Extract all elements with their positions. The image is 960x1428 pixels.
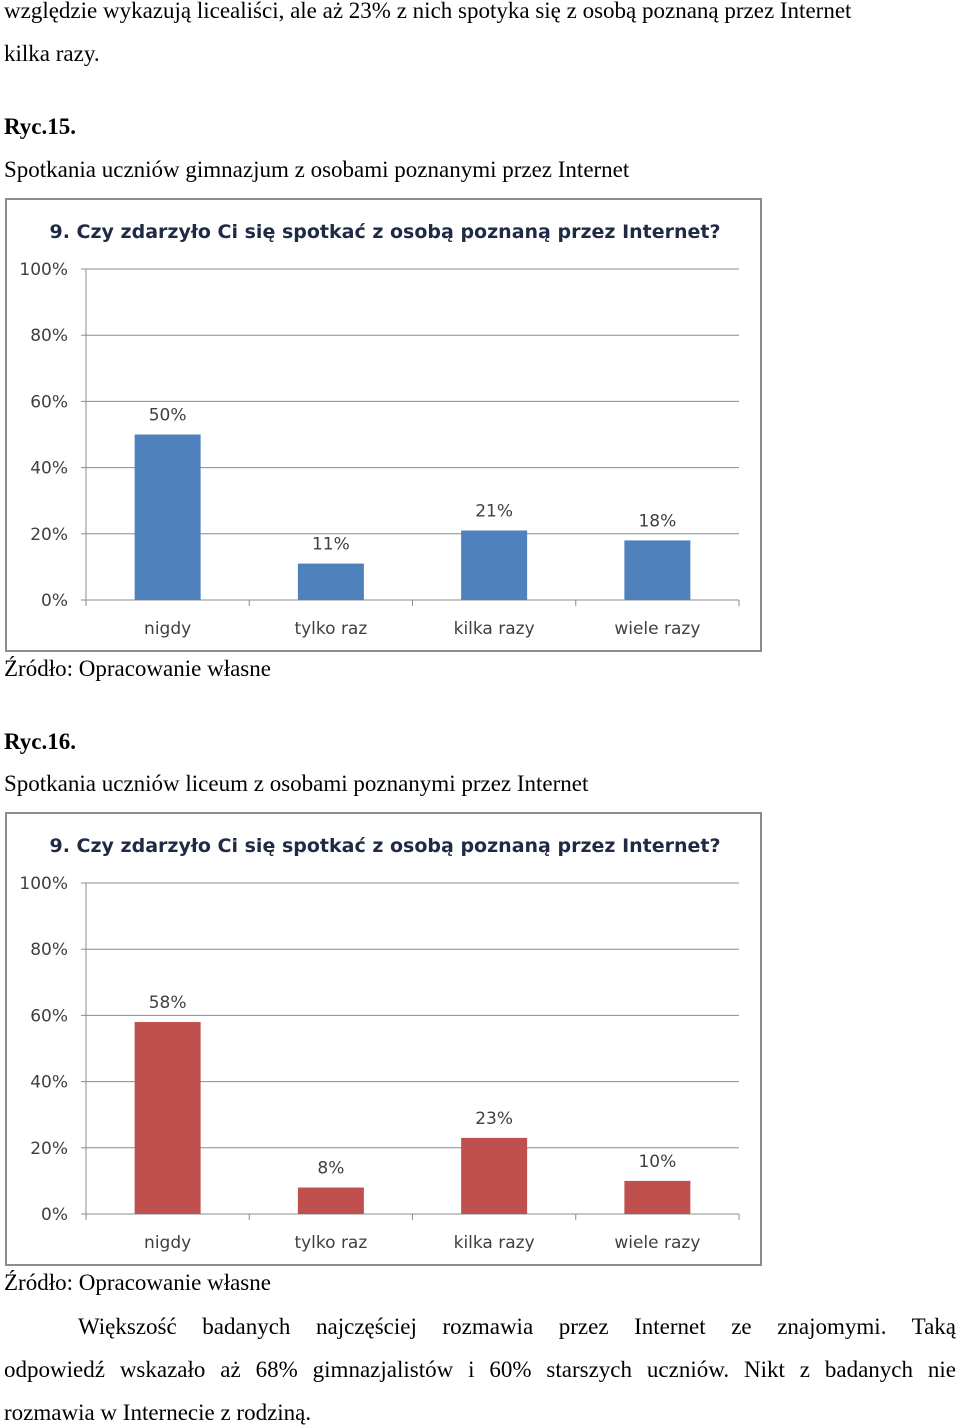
category-label: nigdy [144, 619, 191, 639]
y-tick-label: 0% [41, 1205, 68, 1225]
intro-line-2: kilka razy. [4, 41, 100, 66]
category-label: tylko raz [294, 619, 367, 639]
figure-16-source: Źródło: Opracowanie własne [4, 1270, 271, 1295]
bar [134, 434, 201, 600]
chart-title: 9. Czy zdarzyło Ci się spotkać z osobą p… [49, 835, 720, 857]
data-label: 18% [638, 511, 676, 531]
category-label: kilka razy [454, 1233, 535, 1253]
data-label: 10% [638, 1152, 676, 1172]
y-tick-label: 60% [30, 1006, 68, 1026]
conclusion-line-1: Większość badanych najczęściej rozmawia … [78, 1314, 956, 1339]
category-label: wiele razy [614, 619, 700, 639]
category-label: tylko raz [294, 1233, 367, 1253]
data-label: 11% [312, 535, 350, 555]
intro-line-1: względzie wykazują licealiści, ale aż 23… [4, 0, 852, 23]
category-label: nigdy [144, 1233, 191, 1253]
bar [134, 1022, 201, 1214]
figure-15-chart-svg: 9. Czy zdarzyło Ci się spotkać z osobą p… [19, 221, 740, 639]
y-tick-label: 60% [30, 392, 68, 412]
figure-16-label: Ryc.16. [4, 729, 77, 754]
figure-16-chart: 9. Czy zdarzyło Ci się spotkać z osobą p… [5, 812, 762, 1266]
data-label: 50% [149, 406, 187, 426]
y-tick-label: 0% [41, 591, 68, 611]
y-tick-label: 80% [30, 940, 68, 960]
y-tick-label: 20% [30, 525, 68, 545]
figure-15-source: Źródło: Opracowanie własne [4, 656, 271, 681]
y-tick-label: 100% [19, 260, 68, 280]
bar [624, 1180, 691, 1214]
figure-16-caption: Spotkania uczniów liceum z osobami pozna… [4, 771, 589, 796]
y-tick-label: 40% [30, 459, 68, 479]
conclusion-line-3: rozmawia w Internecie z rodziną. [4, 1400, 312, 1425]
bar [297, 563, 364, 600]
category-label: wiele razy [614, 1233, 700, 1253]
figure-16-chart-svg: 9. Czy zdarzyło Ci się spotkać z osobą p… [19, 835, 740, 1253]
y-tick-label: 80% [30, 326, 68, 346]
data-label: 58% [149, 993, 187, 1013]
bar [624, 540, 691, 600]
y-tick-label: 100% [19, 874, 68, 894]
bar [461, 1137, 528, 1214]
bar [297, 1187, 364, 1214]
data-label: 23% [475, 1109, 513, 1129]
figure-15-caption: Spotkania uczniów gimnazjum z osobami po… [4, 157, 630, 182]
conclusion-line-2: odpowiedź wskazało aż 68% gimnazjalistów… [4, 1357, 956, 1382]
y-tick-label: 20% [30, 1139, 68, 1159]
category-label: kilka razy [454, 619, 535, 639]
data-label: 21% [475, 501, 513, 521]
figure-15-label: Ryc.15. [4, 114, 77, 139]
chart-title: 9. Czy zdarzyło Ci się spotkać z osobą p… [49, 221, 720, 243]
bar [461, 530, 528, 600]
y-tick-label: 40% [30, 1073, 68, 1093]
data-label: 8% [317, 1159, 344, 1179]
figure-15-chart: 9. Czy zdarzyło Ci się spotkać z osobą p… [5, 198, 762, 652]
